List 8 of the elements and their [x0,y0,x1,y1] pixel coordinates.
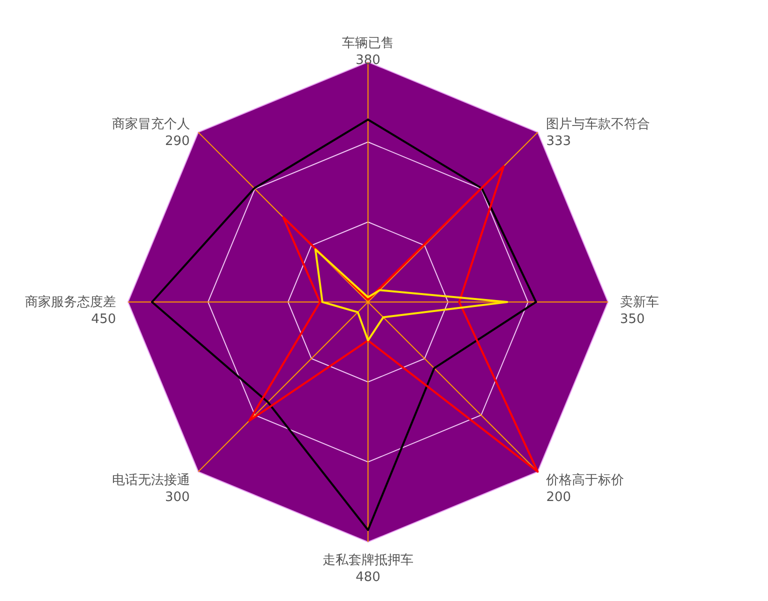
spoke-label: 电话无法接通 300 [112,473,190,506]
spoke-label: 走私套牌抵押车 480 [322,553,414,585]
spoke-label: 商家服务态度差 450 [25,294,116,327]
spoke-label: 车辆已售 380 [342,36,394,68]
spoke-label: 卖新车 350 [620,295,659,327]
spoke-label: 商家冒充个人 290 [112,116,190,149]
spoke-label: 图片与车款不符合 333 [546,116,650,149]
spoke-label: 价格高于标价 200 [545,472,624,506]
